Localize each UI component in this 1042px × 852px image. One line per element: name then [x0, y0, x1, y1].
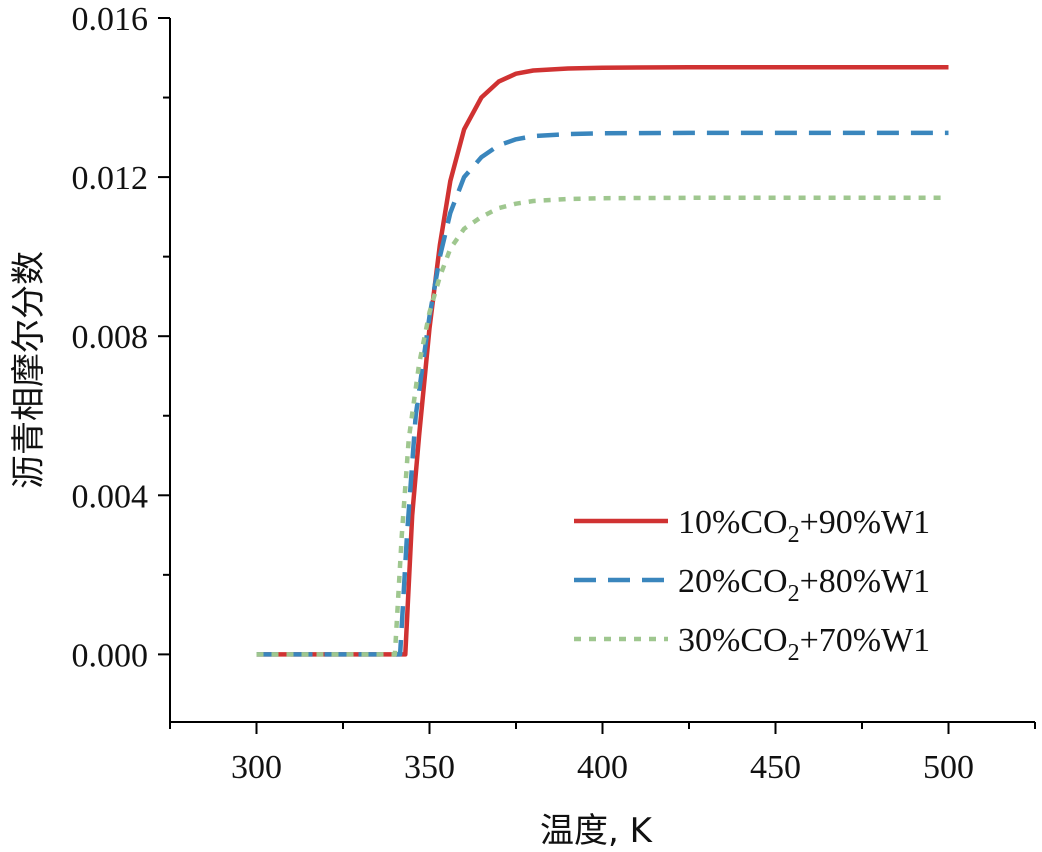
y-tick-label: 0.016 [72, 1, 149, 38]
y-tick-label: 0.012 [72, 160, 149, 197]
y-tick-label: 0.004 [72, 478, 149, 515]
x-tick-label: 400 [577, 749, 628, 786]
x-tick-label: 500 [923, 749, 974, 786]
y-axis-title: 沥青相摩尔分数 [9, 251, 49, 489]
y-tick-label: 0.000 [72, 637, 149, 674]
x-axis-title: 温度, K [540, 811, 654, 851]
series-line-1 [256, 65, 949, 657]
y-tick-label: 0.008 [72, 319, 149, 356]
x-tick-label: 450 [750, 749, 801, 786]
x-tick-label: 300 [231, 749, 282, 786]
legend-label-3: 30%CO2+70%W1 [678, 622, 930, 666]
x-tick-label: 350 [404, 749, 455, 786]
legend-label-1: 10%CO2+90%W1 [678, 504, 930, 548]
legend-label-2: 20%CO2+80%W1 [678, 563, 930, 607]
series-line-2 [256, 130, 949, 657]
